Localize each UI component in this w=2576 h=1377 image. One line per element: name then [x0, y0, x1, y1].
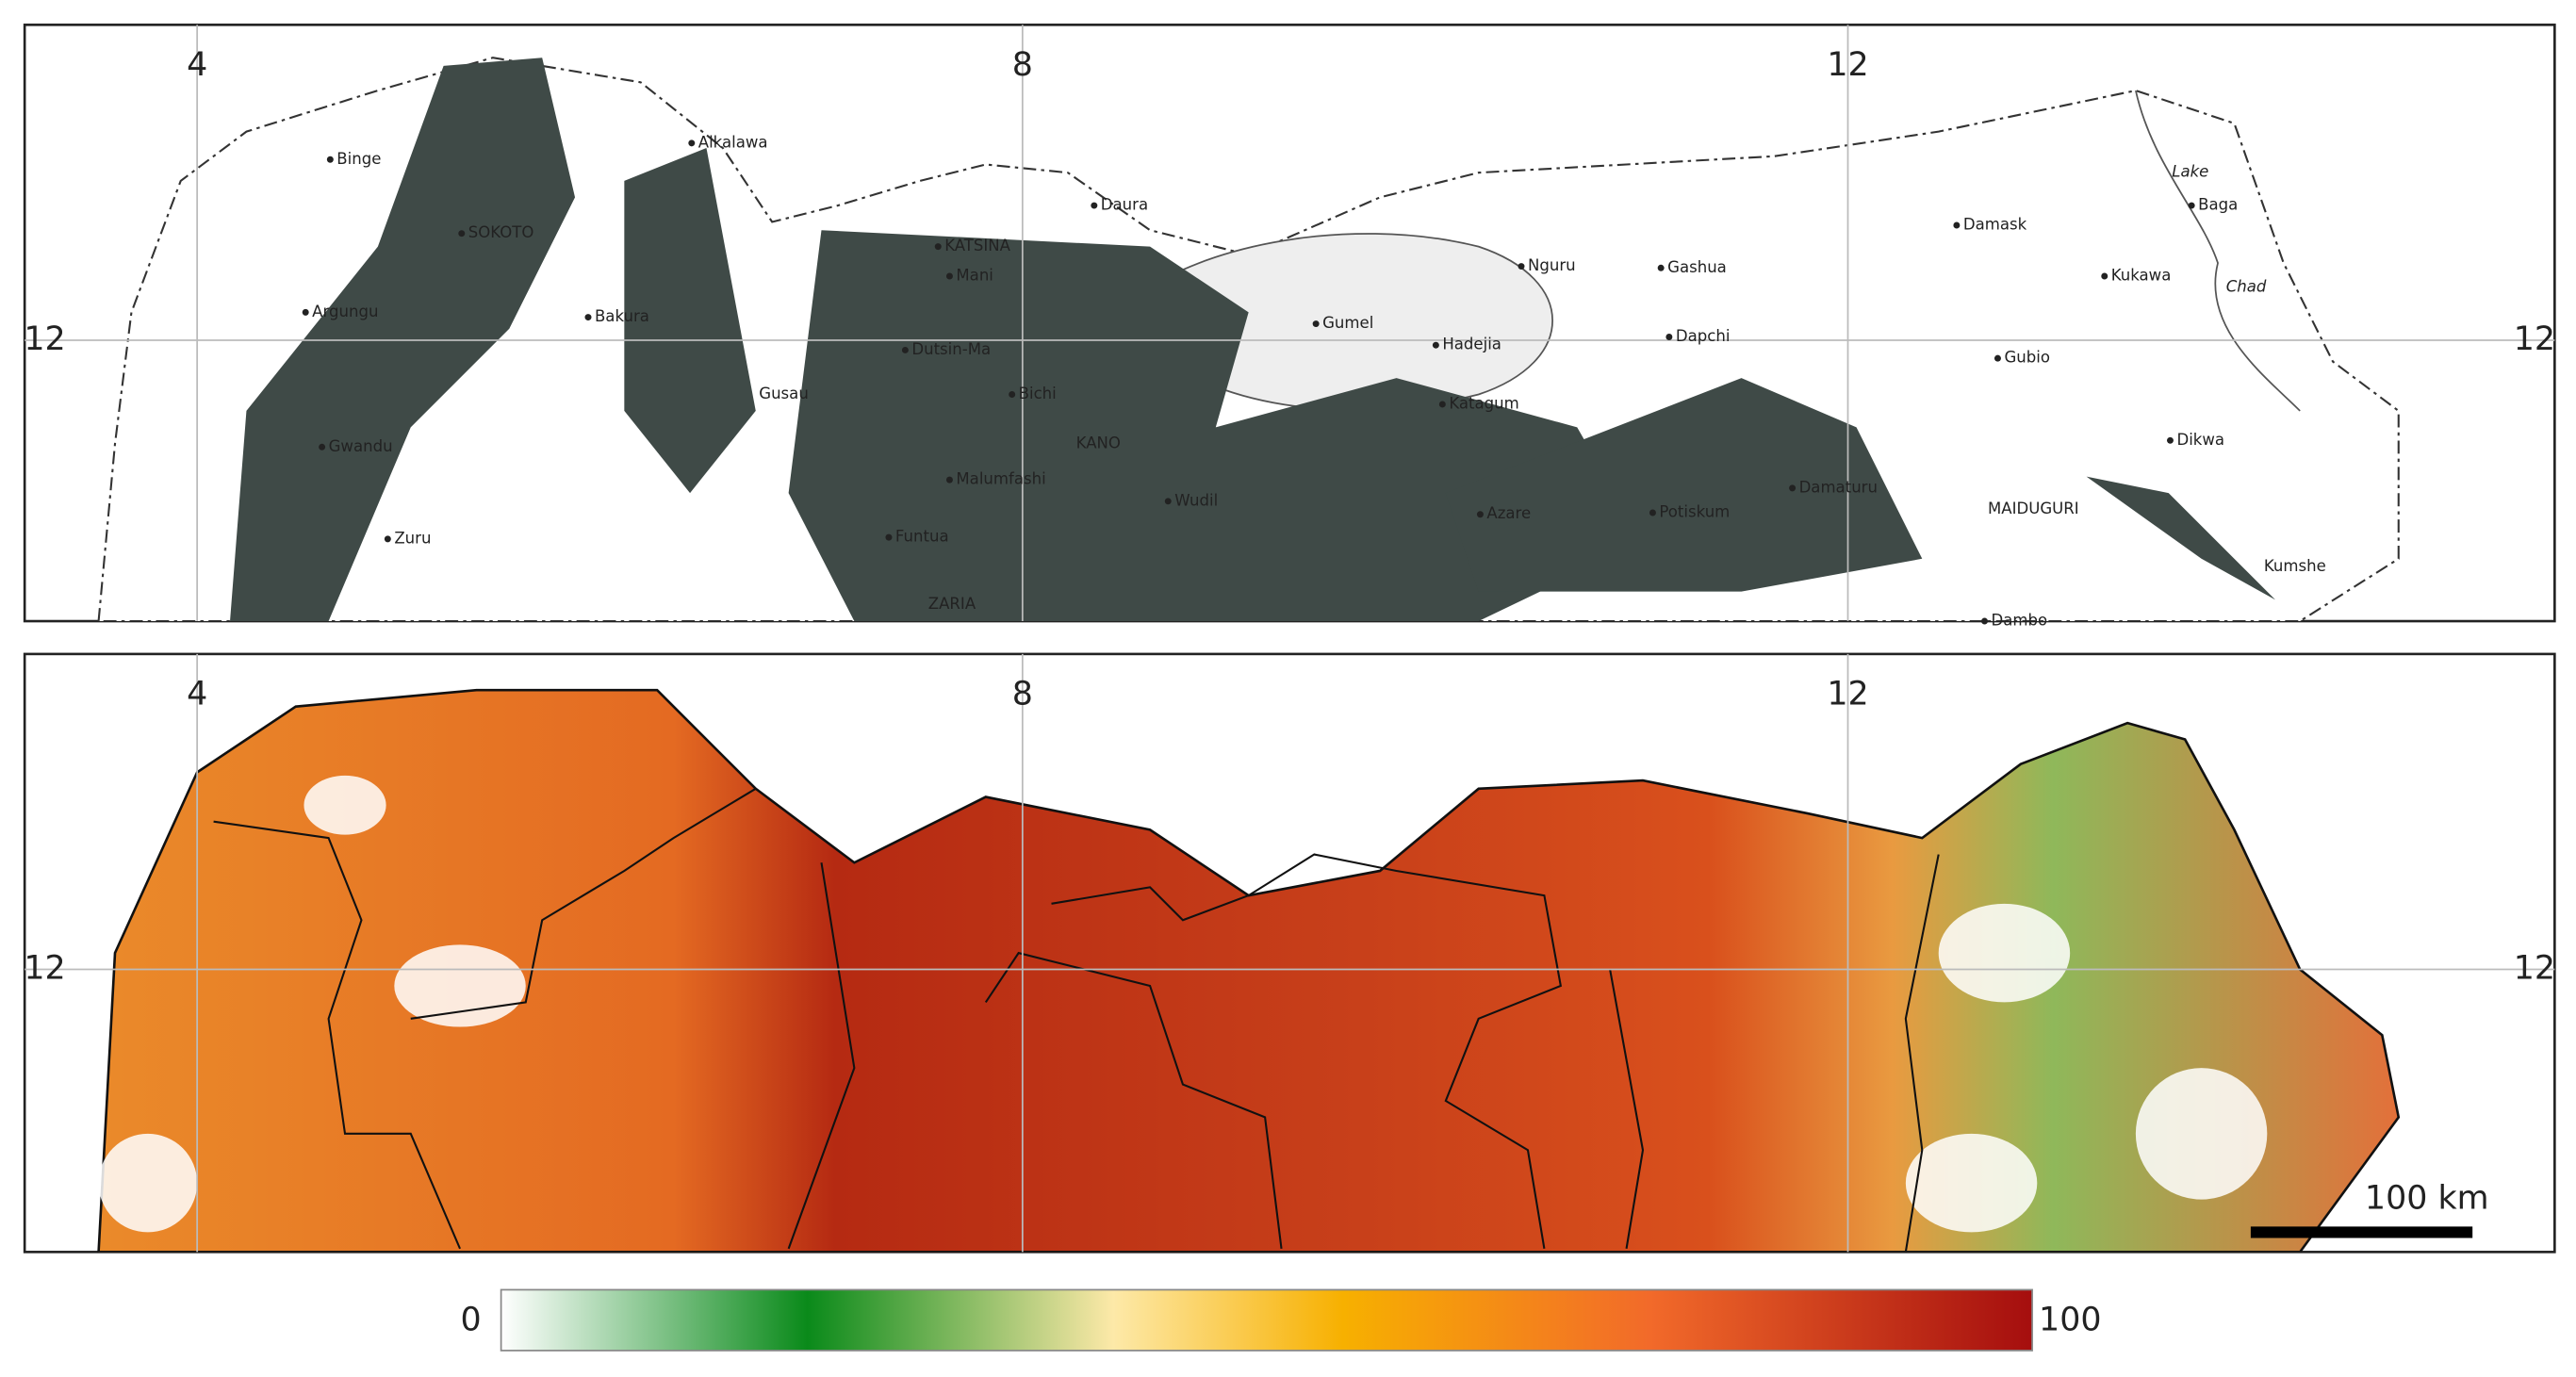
place-label: KATSINA — [944, 237, 1010, 254]
place-label: Dapchi — [1676, 327, 1731, 345]
place-dot — [1649, 509, 1656, 516]
place-label: Hadejia — [1442, 336, 1501, 353]
place-dot — [1518, 263, 1525, 270]
colorbar-tick-label: 0 — [461, 1302, 482, 1339]
place-label: Zuru — [394, 529, 431, 547]
place-dot — [1438, 401, 1446, 408]
place-dot — [1994, 354, 2001, 362]
place-dot — [1476, 511, 1484, 518]
place-dot — [458, 230, 466, 238]
place-dot — [384, 535, 391, 543]
place-label: Gubio — [2004, 349, 2050, 367]
place-label: Potiskum — [1659, 503, 1730, 521]
place-dot — [2166, 436, 2174, 444]
place-label: Gusau — [759, 385, 809, 402]
place-label: Gwandu — [329, 437, 393, 455]
place-dot — [2188, 202, 2195, 209]
place-label: ZARIA — [928, 595, 976, 613]
y-tick-label: 12 — [24, 950, 65, 988]
place-label: KANO — [1076, 434, 1121, 451]
place-dot — [1091, 202, 1098, 209]
place-label: Wudil — [1174, 491, 1218, 509]
place-label: Katagum — [1449, 394, 1518, 412]
place-dot — [885, 533, 893, 541]
place-dot — [1432, 341, 1439, 349]
place-dot — [945, 476, 953, 484]
place-label: Lake — [2172, 163, 2208, 181]
place-dot — [1009, 391, 1016, 398]
place-dot — [319, 443, 326, 451]
place-label: Gumel — [1322, 314, 1373, 332]
y-tick-label: 12 — [2514, 320, 2555, 358]
place-dot — [934, 243, 942, 251]
place-dot — [901, 346, 909, 353]
place-dot — [302, 308, 309, 316]
cropland-area — [1445, 378, 1923, 592]
place-label: Nguru — [1528, 256, 1576, 274]
place-label: Bakura — [595, 307, 649, 325]
x-tick-label: 4 — [187, 46, 207, 84]
place-label: Binge — [336, 150, 381, 168]
place-label: Argungu — [312, 303, 378, 320]
place-label: Damaturu — [1799, 478, 1878, 496]
x-tick-label: 8 — [1012, 46, 1033, 84]
state-borders — [213, 787, 1940, 1253]
place-dot — [584, 314, 592, 321]
place-label: Malumfashi — [956, 470, 1045, 488]
place-dot — [1312, 320, 1320, 328]
y-tick-label: 12 — [24, 320, 65, 358]
place-label: Kumshe — [2264, 557, 2326, 575]
place-dot — [1665, 334, 1673, 340]
place-dot — [326, 156, 334, 163]
cropland-area — [2086, 476, 2276, 600]
place-label: Azare — [1486, 504, 1531, 522]
cropland-area — [788, 230, 1643, 622]
place-label: Dutsin-Ma — [911, 340, 991, 358]
place-label: Gashua — [1667, 258, 1727, 276]
place-dot — [945, 272, 953, 280]
place-label: Alkalawa — [698, 133, 768, 151]
place-label: Bichi — [1019, 385, 1057, 402]
x-tick-label: 12 — [1827, 675, 1868, 713]
place-label: MAIDUGURI — [1988, 500, 2079, 517]
place-label: Baga — [2198, 196, 2238, 214]
place-label: Damask — [1963, 215, 2027, 233]
place-label: Mani — [956, 267, 993, 285]
place-dot — [1657, 264, 1665, 271]
place-label: Funtua — [895, 528, 949, 546]
place-dot — [1953, 221, 1961, 229]
scale-bar-label: 100 km — [2365, 1180, 2489, 1218]
place-dot — [1981, 617, 1989, 625]
place-label: Dikwa — [2176, 431, 2224, 449]
graticule — [25, 25, 2555, 1253]
place-label: Dambo — [1991, 612, 2047, 630]
colorbar-tick-label: 100 — [2039, 1302, 2102, 1339]
place-label: Chad — [2226, 278, 2267, 296]
place-label: Kukawa — [2111, 267, 2172, 285]
place-dot — [1789, 484, 1797, 492]
place-dot — [2101, 272, 2108, 280]
x-tick-label: 8 — [1012, 675, 1033, 713]
cropland-area — [624, 148, 756, 494]
place-dot — [688, 139, 696, 147]
place-label: Daura — [1101, 196, 1148, 214]
lake-shore — [2135, 90, 2301, 412]
place-label: SOKOTO — [468, 223, 534, 241]
y-tick-label: 12 — [2514, 950, 2555, 988]
x-tick-label: 4 — [187, 675, 207, 713]
colorbar — [500, 1288, 2033, 1352]
x-tick-label: 12 — [1827, 46, 1868, 84]
place-dot — [1164, 498, 1172, 505]
